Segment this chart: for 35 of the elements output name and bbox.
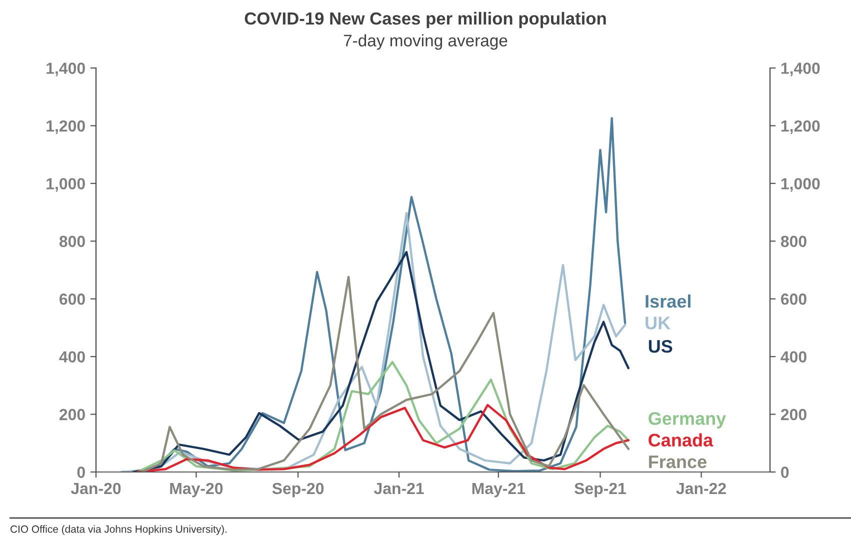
series-label: UK [646,316,670,330]
line-series [136,360,630,472]
y2-tick-label: 600 [781,293,806,305]
series-label: Israel [646,294,690,308]
x-tick-label: Jan-20 [70,482,121,494]
y2-tick-label: 400 [780,351,806,363]
x-tick-label: Jan-21 [374,482,424,494]
y-tick-label: 200 [59,408,85,420]
x-tick-label: May-21 [472,482,526,498]
y-tick-label: 1,400 [46,62,85,76]
x-tick-label: Sep-21 [574,482,626,498]
y2-tick-label: 0 [781,466,789,478]
y-tick-label: 600 [60,293,85,305]
y2-tick-label: 1,000 [781,178,820,192]
y-tick-label: 0 [77,466,85,478]
series-label: Canada [648,433,714,447]
chart-subtitle: 7-day moving average [344,34,508,50]
y-tick-label: 400 [59,351,85,363]
series-label: France [649,456,706,468]
series-label: Germany [648,412,726,428]
y2-tick-label: 800 [780,236,806,248]
y-tick-label: 1,200 [46,120,85,134]
x-tick-label: Sep-20 [272,482,324,498]
line-series [136,404,630,472]
x-tick-label: May-20 [170,482,223,498]
series-label: US [648,340,672,353]
chart-title: COVID-19 New Cases per million population [244,12,606,28]
y-tick-label: 1,000 [46,178,85,192]
y2-tick-label: 1,400 [781,62,820,76]
line-series [120,212,626,472]
y2-tick-label: 1,200 [781,120,820,134]
y2-tick-label: 200 [780,408,806,420]
y-tick-label: 800 [59,236,85,248]
x-tick-label: Jan-22 [676,482,726,494]
text: CIO Office (data via Johns Hopkins University). [10,525,227,535]
